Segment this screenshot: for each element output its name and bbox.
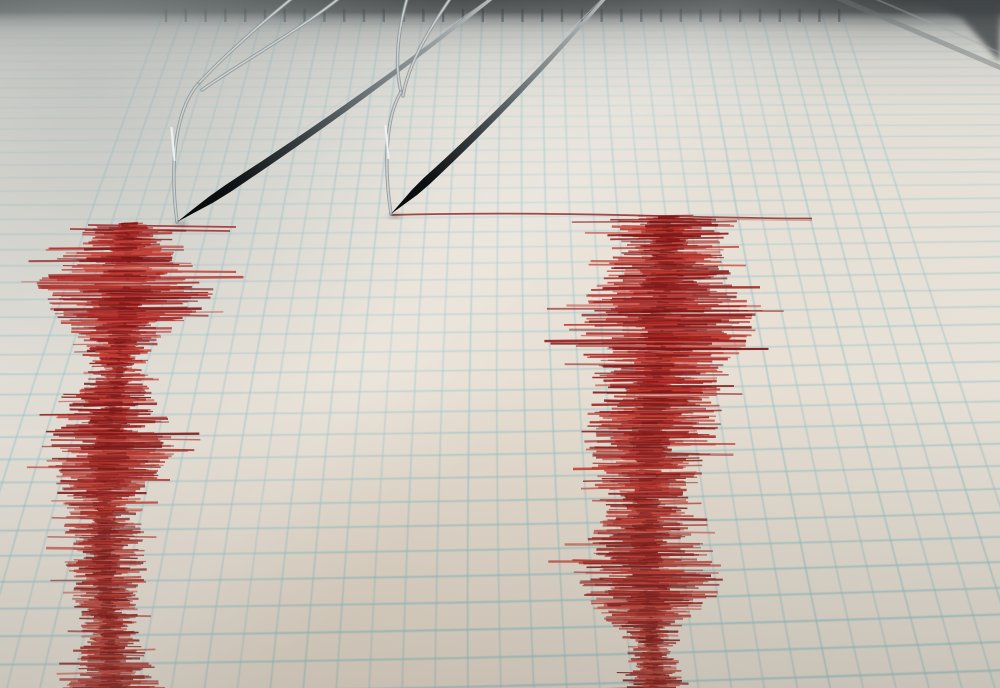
pen-glint [384, 124, 390, 160]
pen-tip-shadow [389, 213, 401, 219]
pen-wire-a-highlight [197, 0, 292, 85]
pen-glint [170, 126, 176, 162]
pen-wire-b-highlight [402, 0, 451, 97]
pen-left [170, 0, 493, 227]
pen-wire-a-highlight [396, 0, 408, 93]
pen-stem-highlight [173, 83, 199, 223]
pen-arm-highlight [467, 0, 602, 133]
pen-tip-shadow [175, 221, 187, 227]
pen-wire-b-highlight [201, 0, 339, 91]
pen-arm [391, 0, 606, 214]
pen-right [384, 0, 606, 219]
pen-arm [177, 0, 493, 222]
